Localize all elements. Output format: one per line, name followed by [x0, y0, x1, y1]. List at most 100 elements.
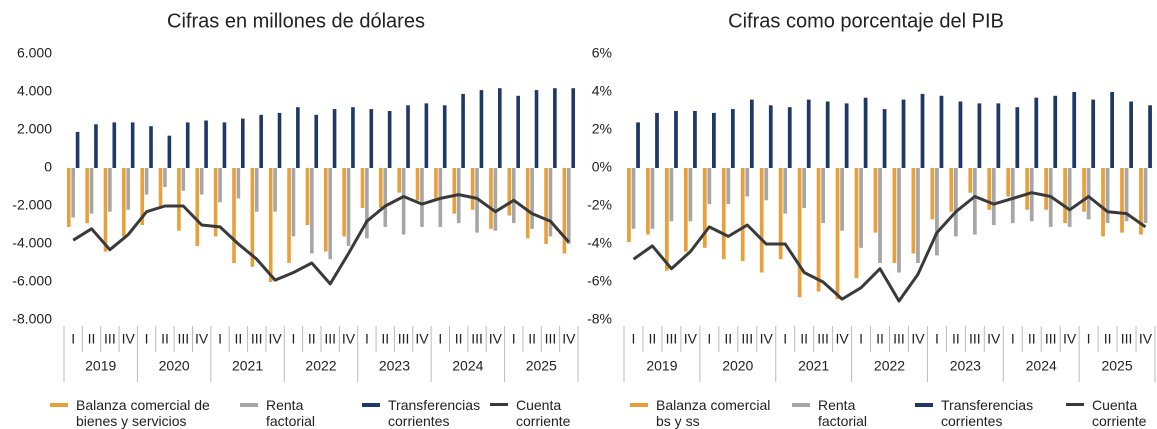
x-tick-label: III [969, 331, 981, 347]
bar [1082, 168, 1086, 212]
bar [163, 168, 167, 187]
y-tick-label: -4.000 [12, 235, 52, 251]
bar [1139, 168, 1143, 235]
bar [1053, 95, 1058, 168]
bar [195, 168, 200, 246]
y-tick-label: 0% [592, 159, 612, 175]
bar [688, 168, 693, 222]
bar [674, 111, 678, 168]
group-label: 2020 [722, 358, 753, 374]
bar [1034, 97, 1039, 168]
group-label: 2025 [1101, 358, 1132, 374]
bar [996, 103, 1001, 168]
x-tick-label: III [1045, 331, 1057, 347]
bar [1091, 99, 1096, 168]
bar [511, 168, 516, 224]
x-tick-label: II [455, 331, 463, 347]
bar [712, 112, 716, 168]
legend-item: Transferencias corrientes [915, 397, 1055, 429]
x-tick-label: IV [760, 331, 774, 347]
x-tick-label: I [783, 331, 787, 347]
bar [122, 168, 126, 237]
bar [75, 131, 80, 168]
y-tick-label: -8.000 [12, 311, 52, 327]
bar [991, 168, 996, 225]
bar [749, 99, 754, 168]
bar [859, 168, 863, 248]
bar [181, 168, 186, 191]
bar [489, 168, 493, 229]
bar [516, 95, 520, 168]
bar [296, 107, 300, 168]
x-tick-label: III [817, 331, 829, 347]
group-label: 2019 [85, 358, 116, 374]
bar [878, 168, 882, 263]
legend-swatch [490, 403, 508, 406]
bar [707, 168, 712, 205]
y-tick-label: 4.000 [17, 83, 52, 99]
bar [1143, 168, 1148, 224]
bar [287, 168, 291, 263]
group-label: 2025 [526, 358, 557, 374]
bar [424, 103, 429, 168]
y-tick-label: -6.000 [12, 273, 52, 289]
bar [314, 114, 319, 168]
y-tick-label: -2.000 [12, 197, 52, 213]
legend-label: Cuenta corriente [516, 397, 571, 429]
bar [415, 168, 420, 201]
group-label: 2022 [874, 358, 905, 374]
bar [1124, 168, 1129, 222]
bar [342, 168, 346, 237]
bar [1044, 168, 1049, 210]
bar [821, 168, 826, 224]
x-tick-label: III [251, 331, 263, 347]
x-tick-label: I [1011, 331, 1015, 347]
bar [650, 168, 655, 229]
bar [835, 168, 840, 300]
bar [470, 168, 475, 210]
x-tick-label: II [308, 331, 316, 347]
bar [664, 168, 669, 271]
bar [787, 107, 792, 168]
bar [953, 168, 958, 237]
legend-label: Renta factorial [818, 397, 868, 429]
group-label: 2024 [452, 358, 483, 374]
legend-label: Balanza comercial bs y ss [656, 397, 771, 429]
bar [277, 112, 282, 168]
x-tick-label: IV [911, 331, 925, 347]
bar [768, 105, 773, 168]
bar [397, 168, 402, 193]
bar [1072, 92, 1077, 168]
legend-label: Balanza comercial de bienes y servicios [76, 397, 210, 429]
bar [1025, 168, 1030, 210]
bar [882, 109, 887, 168]
legend-item: Balanza comercial de bienes y servicios [50, 397, 210, 429]
x-tick-label: III [741, 331, 753, 347]
bar [332, 109, 337, 168]
bar [693, 111, 697, 168]
bar [636, 122, 640, 168]
bar [328, 168, 332, 260]
bar [360, 168, 365, 208]
x-tick-label: IV [684, 331, 698, 347]
bar [939, 95, 944, 168]
bar [310, 168, 314, 254]
bar [420, 168, 424, 227]
bar [863, 97, 868, 168]
bar [631, 168, 636, 229]
bar [401, 168, 406, 235]
x-tick-label: III [324, 331, 336, 347]
x-tick-label: II [649, 331, 657, 347]
bar [85, 168, 89, 224]
bar [130, 122, 135, 168]
legend-swatch [915, 403, 933, 407]
bar [149, 126, 153, 168]
legend-label: Renta factorial [266, 397, 316, 429]
bar [730, 109, 735, 168]
line [72, 193, 570, 286]
bar [144, 168, 149, 195]
bar [1086, 168, 1091, 220]
bar [930, 168, 935, 220]
group-label: 2021 [232, 358, 263, 374]
bar [968, 168, 973, 193]
